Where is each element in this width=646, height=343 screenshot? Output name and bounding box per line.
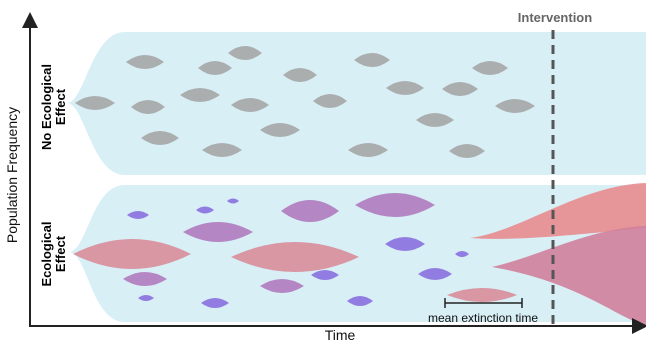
- panel-label-line: Effect: [53, 235, 68, 272]
- panel-label: Ecological Effect: [39, 221, 68, 286]
- panel-label-line: Effect: [53, 88, 68, 125]
- diagram: Intervention Population Frequency Time N…: [0, 0, 646, 343]
- y-axis-label: Population Frequency: [4, 107, 20, 243]
- x-axis-label: Time: [325, 327, 356, 343]
- intervention-label: Intervention: [518, 10, 592, 25]
- panel-label: No Ecological Effect: [39, 64, 68, 150]
- panel-label-line: Ecological: [39, 221, 54, 286]
- panel-label-line: No Ecological: [39, 64, 54, 150]
- annotation: mean extinction time: [428, 311, 538, 325]
